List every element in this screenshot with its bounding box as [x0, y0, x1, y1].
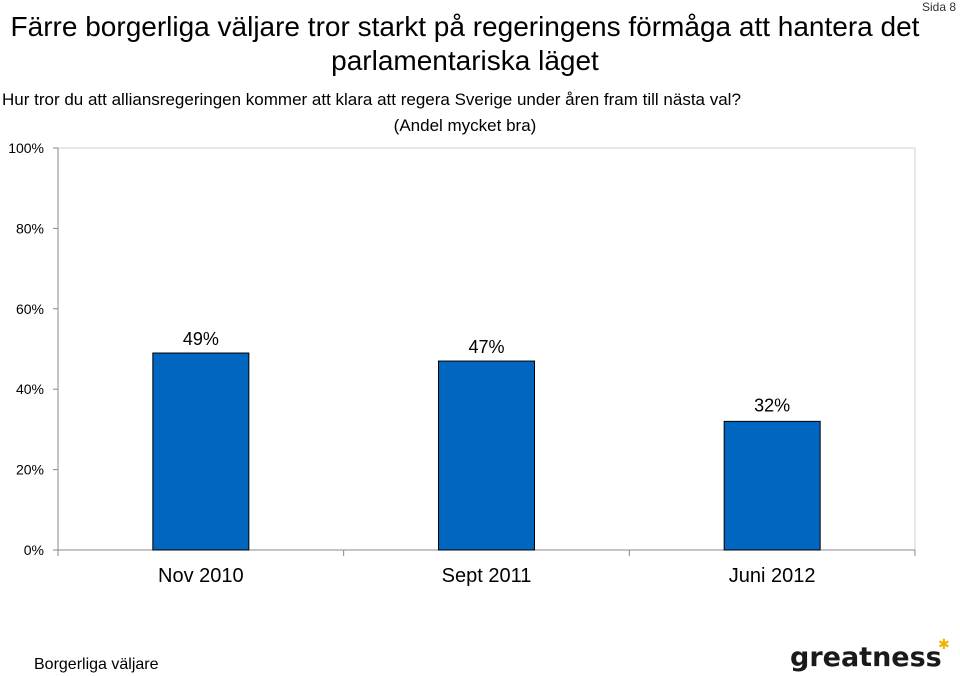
y-tick-label: 100% — [8, 140, 44, 156]
x-tick-label: Sept 2011 — [442, 565, 532, 587]
bar — [438, 360, 535, 551]
chart-title: Färre borgerliga väljare tror starkt på … — [10, 11, 920, 76]
y-tick-label: 20% — [16, 462, 44, 478]
y-tick-label: 0% — [24, 542, 44, 558]
data-label: 49% — [183, 329, 219, 349]
greatness-logo: greatness — [790, 642, 942, 673]
data-label: 47% — [468, 337, 504, 357]
survey-question: Hur tror du att alliansregeringen kommer… — [2, 90, 741, 109]
bar — [723, 420, 821, 551]
x-tick-label: Juni 2012 — [729, 565, 816, 587]
page-number: Sida 8 — [921, 0, 956, 14]
chart-subtitle: (Andel mycket bra) — [393, 116, 537, 135]
y-tick-label: 60% — [16, 301, 44, 317]
data-label: 32% — [754, 395, 790, 415]
logo-star-icon: ✱ — [938, 636, 950, 652]
y-tick-label: 40% — [16, 381, 44, 397]
bar — [152, 352, 250, 551]
bar-chart: 0% 20% 40% 60% 80% 100% 49% Nov 2010 47% Sept 201… — [8, 140, 916, 587]
x-tick-label: Nov 2010 — [158, 565, 244, 587]
y-tick-label: 80% — [16, 220, 44, 236]
footer-label: Borgerliga väljare — [34, 656, 159, 673]
